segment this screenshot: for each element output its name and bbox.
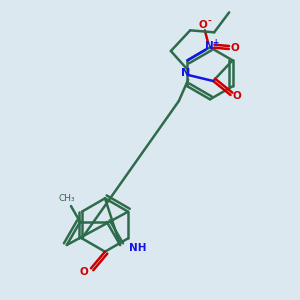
Text: CH₃: CH₃ <box>58 194 75 203</box>
Text: O: O <box>232 91 241 101</box>
Text: O: O <box>198 20 207 30</box>
Text: O: O <box>80 267 89 277</box>
Text: -: - <box>208 17 212 26</box>
Text: +: + <box>212 38 219 47</box>
Text: N: N <box>205 41 214 51</box>
Text: O: O <box>230 43 239 53</box>
Text: N: N <box>181 68 190 78</box>
Text: NH: NH <box>129 243 147 253</box>
